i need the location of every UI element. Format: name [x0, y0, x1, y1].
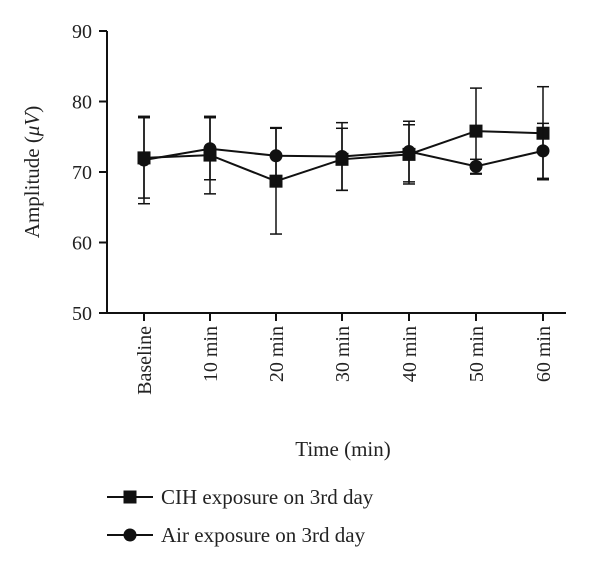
x-ticks: Baseline 10 min 20 min 30 min 40 min 50 min 60…: [134, 313, 555, 395]
y-tick-label: 60: [72, 233, 92, 255]
data-point: [137, 153, 151, 167]
y-axis-label-end: ): [20, 106, 44, 113]
x-tick-label: 10 min: [200, 326, 222, 382]
y-tick-label: 90: [72, 21, 92, 43]
data-point: [469, 159, 483, 173]
y-axis-label-unit: μV: [20, 111, 44, 138]
data-point: [536, 144, 550, 158]
data-point: [469, 124, 483, 138]
x-tick-label: Baseline: [134, 326, 156, 395]
legend-item: Air exposure on 3rd day: [107, 523, 366, 547]
x-tick-label: 30 min: [332, 326, 354, 382]
x-tick-label: 60 min: [533, 326, 555, 382]
y-tick-label: 70: [72, 162, 92, 184]
y-tick-label: 80: [72, 92, 92, 114]
legend: CIH exposure on 3rd day Air exposure on 3…: [107, 485, 374, 547]
data-point: [335, 149, 349, 163]
y-axis-label: Amplitude (μV): [20, 106, 44, 238]
x-tick-label: 20 min: [266, 326, 288, 382]
legend-circle-marker: [123, 528, 137, 542]
data-point: [402, 145, 416, 159]
x-tick-label: 50 min: [466, 326, 488, 382]
legend-label: CIH exposure on 3rd day: [161, 485, 374, 509]
legend-label: Air exposure on 3rd day: [161, 523, 366, 547]
data-point: [203, 142, 217, 156]
y-axis-label-main: Amplitude (: [20, 136, 44, 238]
legend-item: CIH exposure on 3rd day: [107, 485, 374, 509]
x-tick-label: 40 min: [399, 326, 421, 382]
x-axis-label: Time (min): [295, 437, 390, 461]
axes: [106, 31, 566, 314]
legend-square-marker: [123, 490, 137, 504]
y-tick-label: 50: [72, 303, 92, 325]
series-2: [137, 115, 550, 205]
data-point: [269, 149, 283, 163]
series-layer: [137, 85, 550, 235]
y-ticks: 50 60 70 80 90: [72, 21, 107, 325]
